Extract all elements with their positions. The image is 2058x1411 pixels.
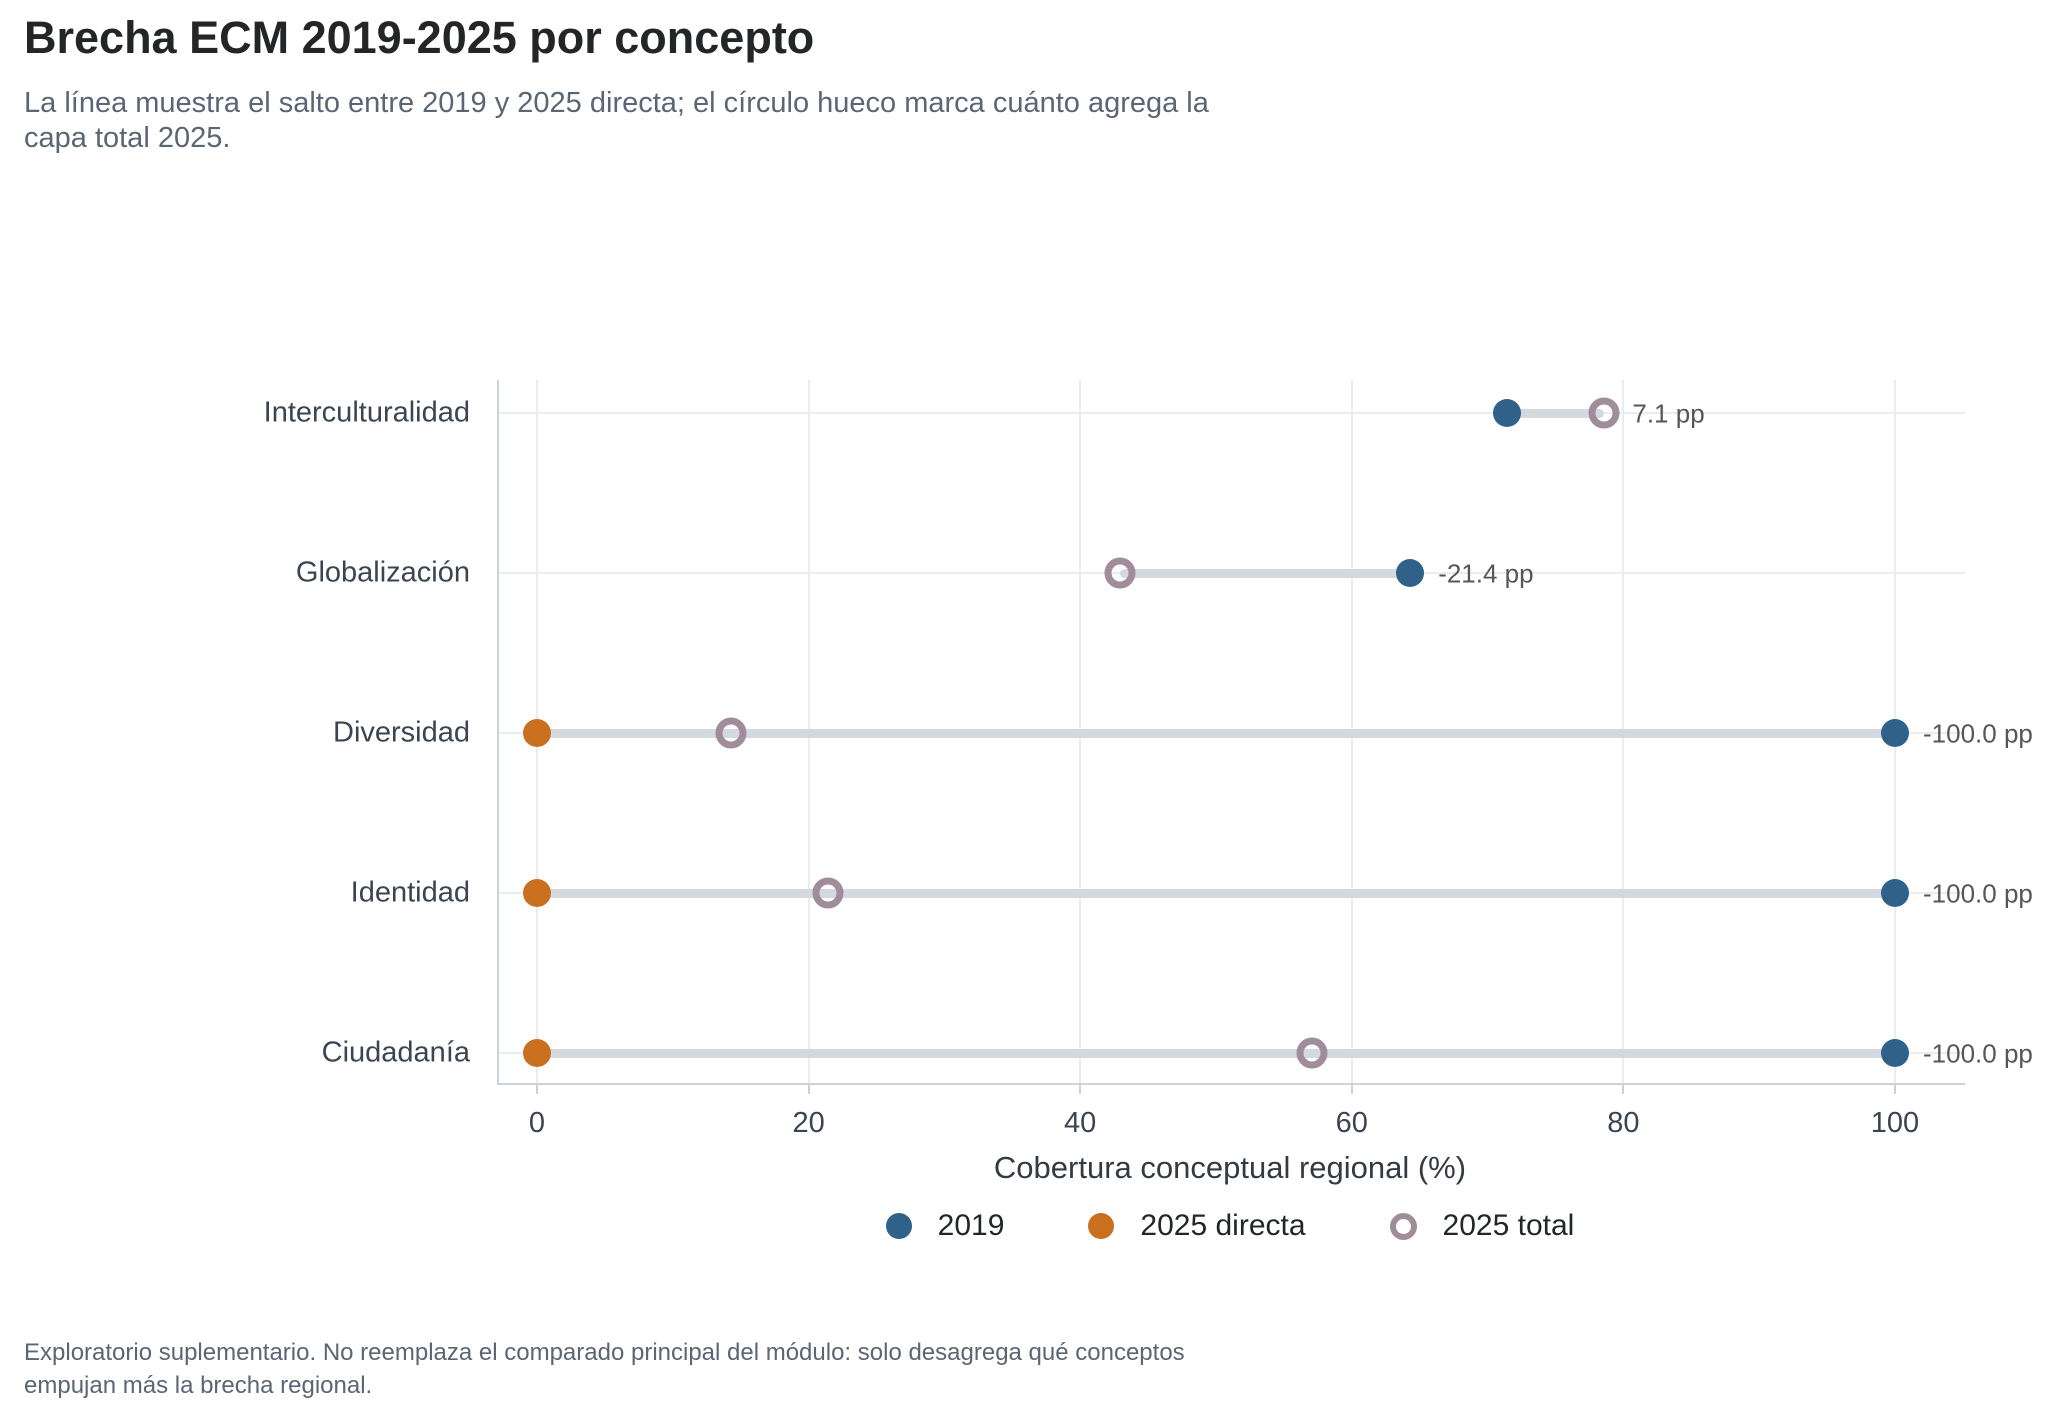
y-gridline	[499, 412, 1965, 414]
x-tick-mark	[536, 1083, 538, 1094]
x-tick-mark	[1894, 1083, 1896, 1094]
category-label: Identidad	[350, 876, 470, 909]
x-tick-label: 60	[1335, 1107, 1368, 1139]
legend: 2019 2025 directa 2025 total	[497, 1206, 1963, 1246]
x-tick-mark	[1622, 1083, 1625, 1094]
marker-2019	[1881, 1039, 1909, 1067]
dumbbell-connector	[537, 1048, 1895, 1058]
chart-subtitle-line1: La línea muestra el salto entre 2019 y 2…	[24, 87, 1209, 119]
chart-title: Brecha ECM 2019-2025 por concepto	[24, 12, 815, 63]
footnote-line2: empujan más la brecha regional.	[24, 1372, 373, 1399]
delta-label: -100.0 pp	[1923, 878, 2033, 909]
plot-area: 0 20 40 60 80 100 7.1 pp -21.4 pp -100.0 pp -100.…	[497, 380, 2033, 1139]
marker-2019	[1881, 879, 1909, 907]
x-tick-label: 0	[528, 1107, 546, 1139]
footnote: Exploratorio suplementario. No reemplaza…	[24, 1336, 1185, 1402]
legend-marker-2025-directa-icon	[1088, 1213, 1115, 1239]
dumbbell-connector	[537, 728, 1895, 738]
x-axis-title: Cobertura conceptual regional (%)	[993, 1150, 1467, 1185]
legend-marker-2019-icon	[885, 1213, 912, 1239]
category-label: Interculturalidad	[263, 396, 470, 429]
delta-label: -100.0 pp	[1923, 1038, 2033, 1069]
y-axis-category-labels: Interculturalidad Globalización Diversidad…	[0, 380, 470, 1083]
marker-2025-directa	[523, 719, 551, 747]
delta-label: 7.1 pp	[1632, 398, 1705, 429]
marker-2025-total	[1588, 397, 1620, 429]
delta-label: -21.4 pp	[1438, 558, 1534, 589]
chart-subtitle: La línea muestra el salto entre 2019 y 2…	[24, 86, 1209, 156]
delta-label: -100.0 pp	[1923, 718, 2033, 749]
footnote-line1: Exploratorio suplementario. No reemplaza…	[24, 1339, 1185, 1366]
x-tick-mark	[1350, 1083, 1353, 1094]
legend-label-2025-total: 2025 total	[1442, 1209, 1575, 1242]
legend-label-2025-directa: 2025 directa	[1140, 1209, 1306, 1242]
marker-2019	[1492, 399, 1521, 427]
x-tick-label: 20	[792, 1107, 825, 1139]
legend-item-2025-directa: 2025 directa	[1088, 1209, 1306, 1243]
legend-item-2019: 2019	[885, 1209, 1005, 1243]
legend-item-2025-total: 2025 total	[1389, 1209, 1575, 1243]
category-label: Ciudadanía	[321, 1036, 470, 1069]
legend-label-2019: 2019	[937, 1209, 1005, 1242]
dumbbell-connector	[537, 888, 1895, 898]
marker-2025-total	[715, 717, 747, 749]
legend-marker-2025-total-icon	[1389, 1212, 1417, 1240]
x-tick-mark	[807, 1083, 810, 1094]
dumbbell-connector	[1119, 568, 1411, 578]
x-tick-label: 100	[1870, 1107, 1920, 1139]
marker-2019	[1396, 559, 1425, 587]
marker-2025-total	[1104, 557, 1136, 589]
category-label: Globalización	[295, 556, 470, 589]
marker-2019	[1881, 719, 1909, 747]
marker-2025-directa	[523, 879, 551, 907]
x-tick-label: 80	[1607, 1107, 1640, 1139]
dumbbell-connector	[1506, 408, 1605, 418]
x-tick-label: 40	[1064, 1107, 1097, 1139]
marker-2025-total	[1296, 1037, 1328, 1069]
chart-subtitle-line2: capa total 2025.	[24, 122, 231, 154]
x-tick-mark	[1079, 1083, 1082, 1094]
category-label: Diversidad	[333, 716, 470, 749]
marker-2025-total	[812, 877, 844, 909]
marker-2025-directa	[523, 1039, 551, 1067]
